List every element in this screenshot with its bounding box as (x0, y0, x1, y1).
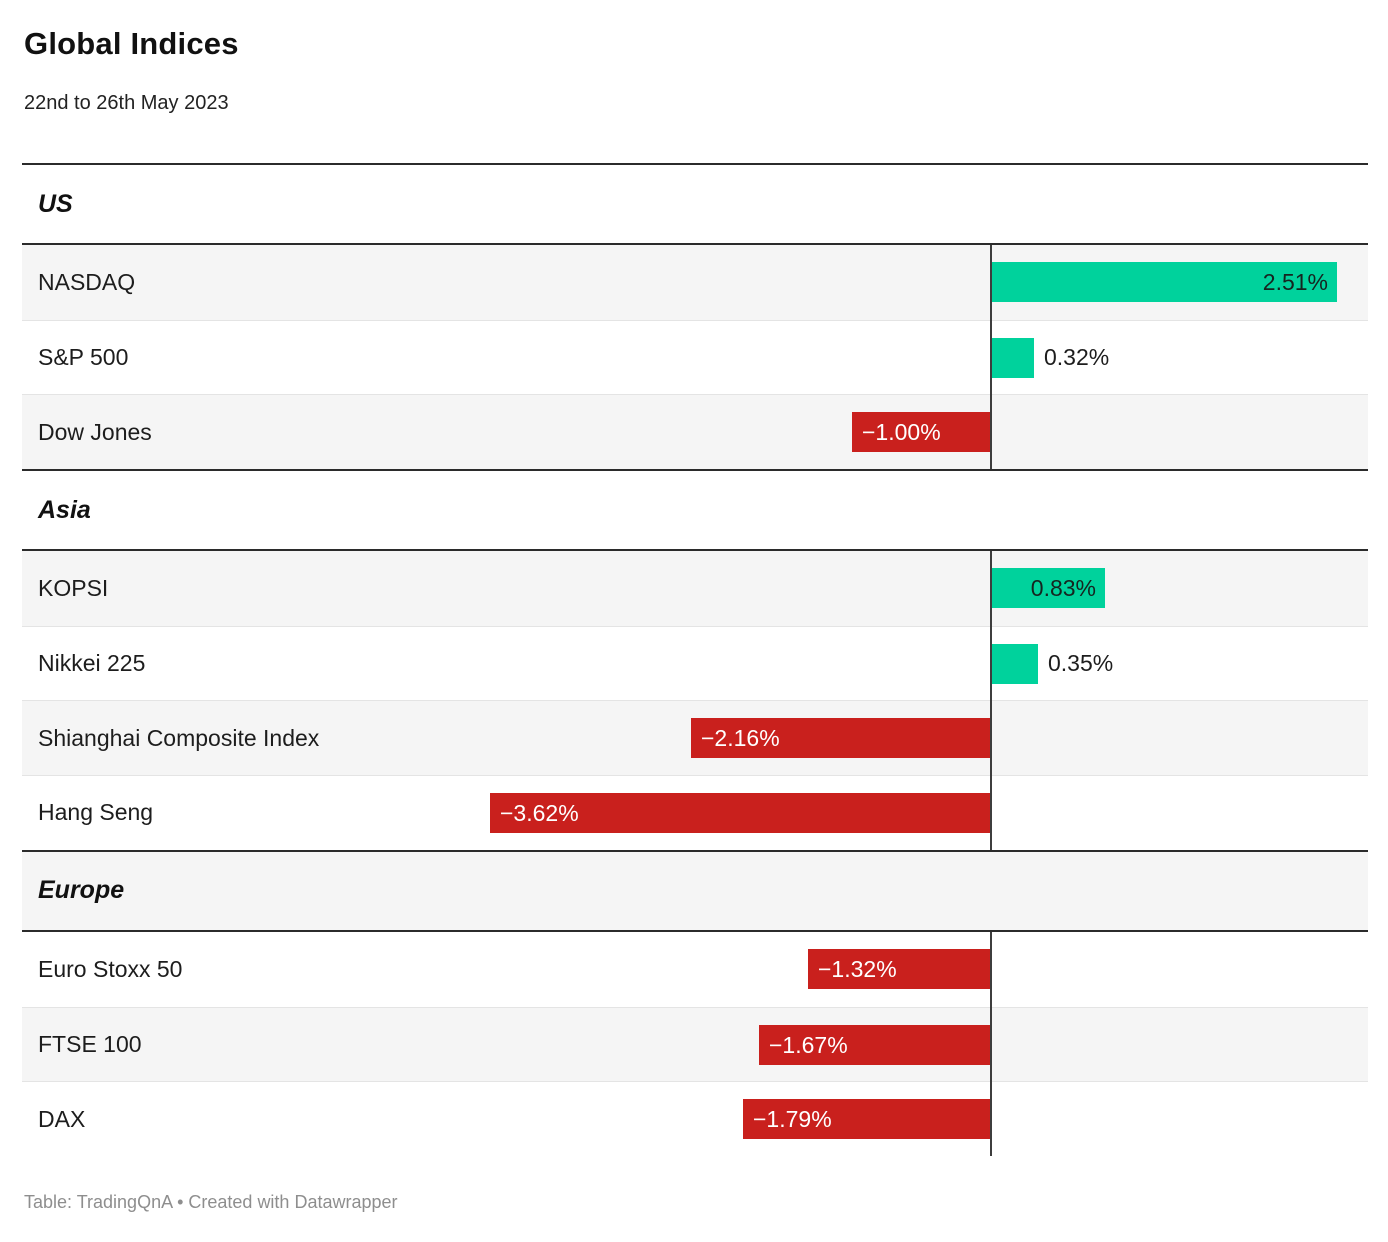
indices-table: US NASDAQ 2.51% S&P 500 0.32% Dow Jones −1.00%… (22, 163, 1368, 1156)
index-name-label: DAX (38, 1105, 86, 1132)
index-name-label: FTSE 100 (38, 1030, 142, 1057)
value-bar-with-label: −2.16% (691, 718, 990, 759)
zero-axis-line (990, 245, 992, 470)
index-name-label: Euro Stoxx 50 (38, 955, 183, 982)
section-rows-asia: KOPSI 0.83% Nikkei 225 0.35% Shianghai Compo… (22, 551, 1368, 850)
index-name-label: KOPSI (38, 574, 109, 601)
section-rows-europe: Euro Stoxx 50 −1.32% FTSE 100 −1.67% DAX −1.7… (22, 931, 1368, 1156)
attribution-footer: Table: TradingQnA • Created with Datawra… (24, 1191, 398, 1212)
chart-header: Global Indices 22nd to 26th May 2023 (0, 0, 1388, 163)
section-header-us: US (22, 163, 1368, 245)
table-row: NASDAQ 2.51% (22, 245, 1368, 320)
table-row: KOPSI 0.83% (22, 551, 1368, 626)
index-name-label: Shianghai Composite Index (38, 724, 320, 751)
section-rows-us: NASDAQ 2.51% S&P 500 0.32% Dow Jones −1.00% (22, 245, 1368, 470)
value-bar-with-label: −3.62% (490, 793, 990, 834)
table-row: FTSE 100 −1.67% (22, 1006, 1368, 1082)
zero-axis-line (990, 551, 992, 850)
table-row: DAX −1.79% (22, 1081, 1368, 1156)
section-header-europe: Europe (22, 849, 1368, 932)
value-label: 0.32% (1044, 344, 1110, 371)
table-row: Hang Seng −3.62% (22, 775, 1368, 850)
value-bar-with-label: −1.79% (743, 1099, 990, 1140)
value-bar-with-label: 2.51% (990, 262, 1337, 302)
value-bar-with-label: −1.00% (852, 412, 990, 453)
index-name-label: NASDAQ (38, 268, 136, 295)
table-row: Euro Stoxx 50 −1.32% (22, 932, 1368, 1007)
value-bar-with-label: −1.32% (808, 948, 990, 989)
value-bar-with-label: −1.67% (759, 1024, 990, 1065)
value-bar (990, 337, 1034, 378)
value-bar-with-label: 0.83% (990, 568, 1105, 609)
table-row: Nikkei 225 0.35% (22, 625, 1368, 701)
value-bar (990, 643, 1038, 684)
index-name-label: Hang Seng (38, 799, 154, 826)
index-name-label: Dow Jones (38, 418, 152, 445)
table-row: Shianghai Composite Index −2.16% (22, 700, 1368, 776)
table-row: S&P 500 0.32% (22, 319, 1368, 395)
zero-axis-line (990, 931, 992, 1156)
section-header-asia: Asia (22, 469, 1368, 552)
table-row: Dow Jones −1.00% (22, 394, 1368, 470)
index-name-label: S&P 500 (38, 344, 129, 371)
chart-subtitle: 22nd to 26th May 2023 (24, 92, 229, 114)
index-name-label: Nikkei 225 (38, 650, 146, 677)
value-label: 0.35% (1048, 650, 1114, 677)
chart-title: Global Indices (24, 26, 239, 61)
